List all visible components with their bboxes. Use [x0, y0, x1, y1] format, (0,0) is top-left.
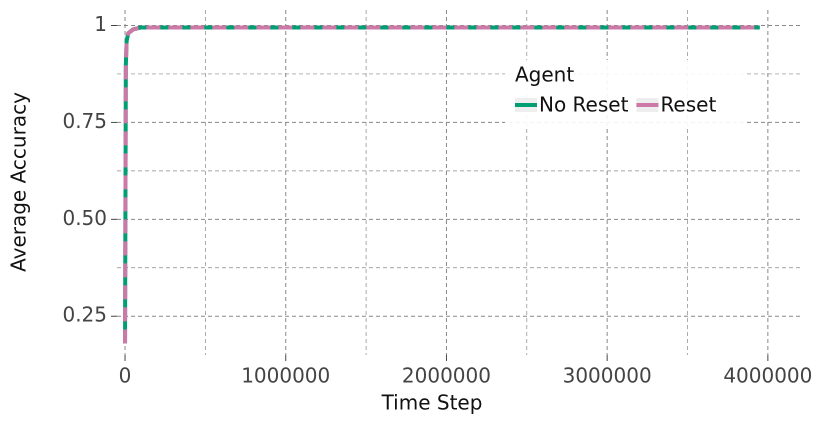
x-tick-label: 1000000: [241, 364, 330, 388]
y-axis-label: Average Accuracy: [7, 92, 31, 272]
y-tick-label: 0.25: [62, 303, 107, 327]
x-axis-label: Time Step: [381, 391, 483, 415]
x-tick-label: 3000000: [563, 364, 652, 388]
x-tick-label: 0: [119, 364, 132, 388]
y-tick-label: 1: [94, 12, 107, 36]
legend-label: Reset: [660, 93, 716, 117]
y-tick-label: 0.50: [62, 206, 107, 230]
series-line: [123, 25, 760, 344]
legend-label: No Reset: [539, 93, 629, 117]
x-tick-label: 4000000: [723, 364, 812, 388]
legend-title: Agent: [515, 63, 574, 87]
x-tick-label: 2000000: [402, 364, 491, 388]
legend-box: [505, 60, 745, 128]
y-tick-label: 0.75: [62, 109, 107, 133]
